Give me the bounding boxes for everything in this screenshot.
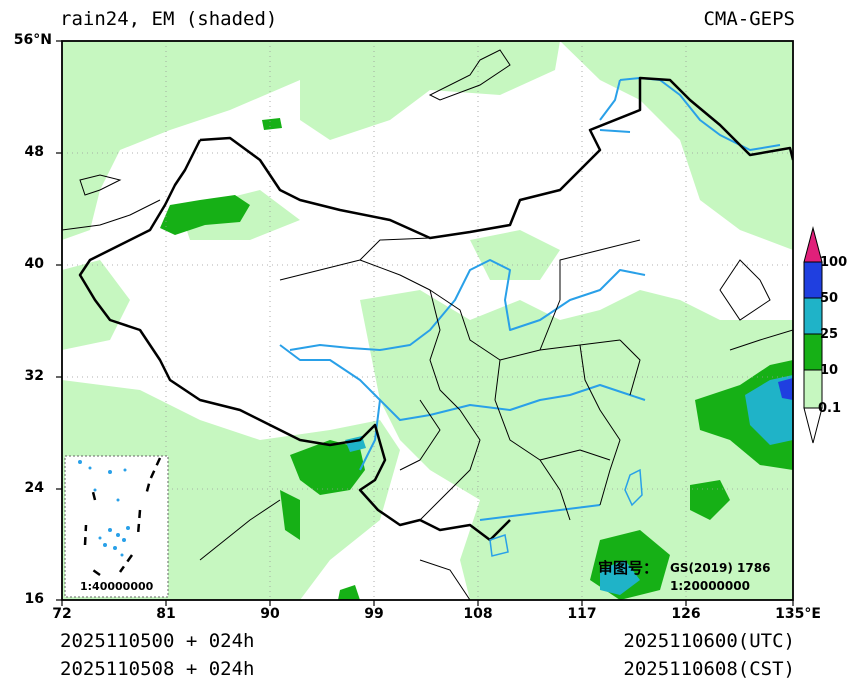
colorbar-label: 0.1 bbox=[818, 401, 842, 416]
lat-tick-label: 48 bbox=[24, 144, 44, 160]
very-heavy-rain-areas bbox=[778, 378, 793, 400]
south-china-sea-inset bbox=[64, 455, 169, 598]
lon-tick-label: 81 bbox=[156, 606, 176, 622]
init-time-utc: 2025110500 + 024h bbox=[60, 630, 255, 652]
inset-scale: 1:40000000 bbox=[80, 580, 154, 593]
lat-tick-label: 40 bbox=[24, 256, 44, 272]
map-title: rain24, EM (shaded) bbox=[60, 8, 278, 30]
colorbar-label: 10 bbox=[820, 363, 839, 378]
axis-ticks bbox=[56, 40, 794, 606]
colorbar bbox=[803, 226, 823, 444]
valid-time-utc: 2025110600(UTC) bbox=[623, 630, 795, 652]
lat-tick-label: 24 bbox=[24, 480, 44, 496]
model-name: CMA-GEPS bbox=[703, 8, 795, 30]
lon-tick-label: 90 bbox=[260, 606, 280, 622]
colorbar-label: 50 bbox=[820, 291, 839, 306]
islands bbox=[489, 468, 643, 557]
provincial-borders bbox=[279, 237, 641, 521]
review-label: 审图号： bbox=[598, 559, 659, 577]
national-border bbox=[78, 76, 793, 542]
review-number: GS(2019) 1786 bbox=[670, 561, 771, 575]
lat-tick-label: 32 bbox=[24, 368, 44, 384]
lon-tick-label: 108 bbox=[463, 606, 493, 622]
lon-tick-label: 99 bbox=[364, 606, 384, 622]
neighbour-borders bbox=[62, 49, 793, 600]
plot-frame bbox=[61, 40, 794, 601]
map-scale: 1:20000000 bbox=[670, 579, 750, 593]
lon-tick-label: 126 bbox=[671, 606, 701, 622]
init-time-cst: 2025110508 + 024h bbox=[60, 658, 255, 680]
lat-tick-label: 56°N bbox=[13, 32, 52, 48]
lon-tick-label: 72 bbox=[52, 606, 72, 622]
colorbar-label: 100 bbox=[820, 255, 848, 270]
lon-tick-label: 117 bbox=[567, 606, 597, 622]
valid-time-cst: 2025110608(CST) bbox=[623, 658, 795, 680]
lon-tick-label: 135°E bbox=[775, 606, 821, 622]
lat-tick-label: 16 bbox=[24, 591, 44, 607]
colorbar-label: 25 bbox=[820, 327, 839, 342]
